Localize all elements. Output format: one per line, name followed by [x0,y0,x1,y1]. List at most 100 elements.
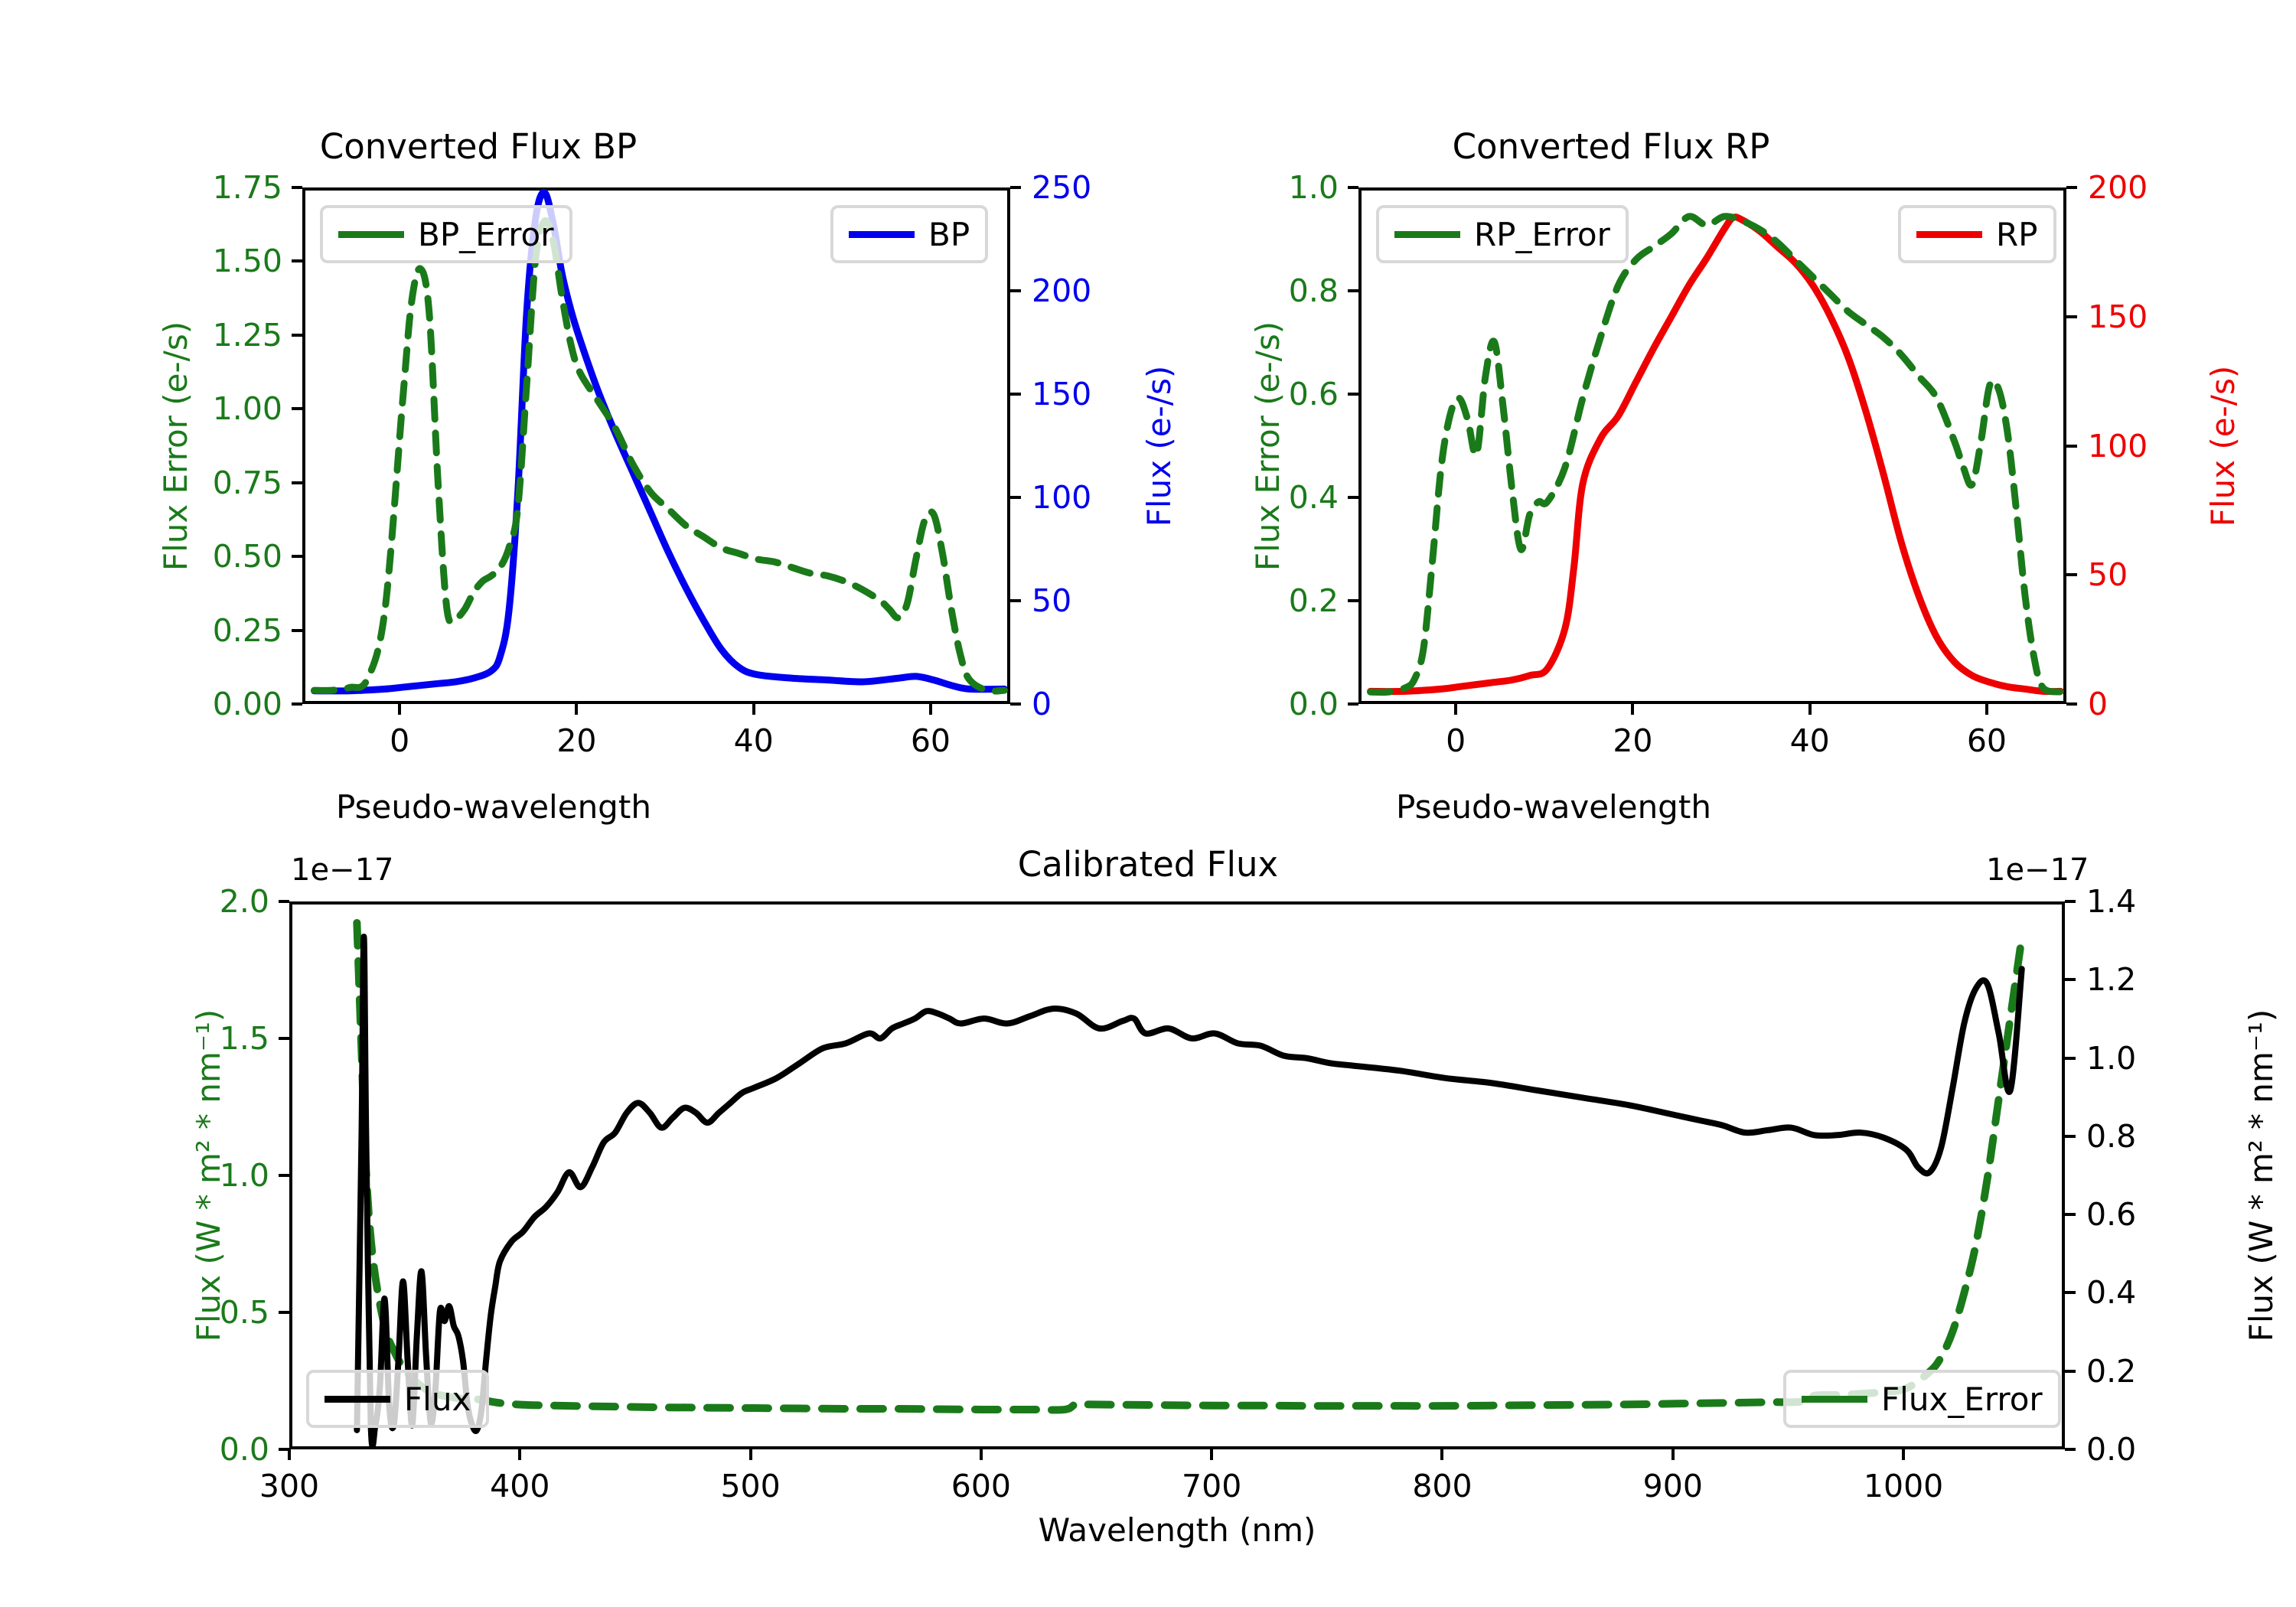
rp-plot-area [1358,187,2066,704]
bp-legend-label: BP [928,215,970,253]
calibrated-error-legend-label: Flux_Error [1881,1380,2043,1418]
cal-xtick-mark-4 [1210,1449,1214,1460]
cal-ytick-right-6: 1.2 [2086,961,2137,999]
rp-ytick-left-mark-5 [1348,186,1358,189]
rp-panel-title: Converted Flux RP [1452,126,1770,167]
bp-ytick-right-mark-2 [1010,496,1021,499]
rp-ytick-left-4: 0.8 [1288,272,1339,309]
rp-ytick-left-mark-4 [1348,289,1358,292]
rp-ytick-right-mark-3 [2066,315,2077,318]
bp-xtick-mark-0 [398,704,402,715]
cal-ytick-right-mark-2 [2065,1291,2076,1295]
rp-ytick-left-3: 0.6 [1288,376,1339,412]
cal-xtick-mark-7 [1902,1449,1906,1460]
cal-xtick-2: 500 [720,1468,781,1504]
rp-ytick-right-mark-1 [2066,573,2077,577]
bp-xtick-2: 40 [733,722,774,759]
rp-left-axis-label: Flux Error (e-/s) [1249,321,1287,572]
bp-error-legend[interactable]: BP_Error [320,205,572,263]
cal-ytick-left-mark-3 [279,1037,289,1040]
bp-ytick-left-4: 1.00 [212,390,282,428]
rp-flux-line [1367,214,2064,696]
bp-xtick-mark-3 [928,704,932,715]
rp-ytick-left-mark-0 [1348,702,1358,706]
calibrated-plot-area [289,901,2065,1449]
calibrated-flux-line [354,934,2025,1449]
cal-ytick-right-7: 1.4 [2086,883,2137,920]
rp-curves [1367,213,2064,696]
bp-xtick-mark-1 [575,704,579,715]
calibrated-error-line [353,918,2026,1414]
cal-ytick-right-3: 0.6 [2086,1196,2137,1234]
calibrated-error-legend-swatch [1802,1395,1867,1403]
rp-ytick-right-1: 50 [2088,556,2128,594]
rp-legend[interactable]: RP [1898,205,2056,263]
rp-ytick-right-3: 150 [2088,298,2148,335]
bp-x-axis-label: Pseudo-wavelength [336,788,651,826]
cal-ytick-left-3: 1.5 [219,1020,269,1057]
rp-ytick-left-mark-2 [1348,496,1358,499]
cal-ytick-right-mark-6 [2065,978,2076,982]
rp-xtick-mark-1 [1631,704,1635,715]
cal-xtick-mark-6 [1671,1449,1675,1460]
bp-xtick-0: 0 [390,722,410,759]
cal-ytick-right-mark-0 [2065,1448,2076,1451]
bp-ytick-left-mark-0 [292,702,302,706]
rp-error-legend[interactable]: RP_Error [1376,205,1629,263]
bp-xtick-1: 20 [556,722,597,759]
bp-ytick-left-2: 0.50 [212,538,282,575]
rp-xtick-mark-0 [1454,704,1458,715]
cal-ytick-right-4: 0.8 [2086,1117,2137,1155]
calibrated-left-axis-label: Flux (W * m² * nm⁻¹) [190,1009,227,1342]
bp-ytick-left-0: 0.00 [212,686,282,722]
bp-legend[interactable]: BP [830,205,989,263]
bp-ytick-left-5: 1.25 [212,316,282,354]
bp-plot-area [302,187,1010,704]
bp-ytick-left-mark-6 [292,259,302,263]
calibrated-right-offset-text: 1e−17 [1986,852,2089,888]
calibrated-panel-title: Calibrated Flux [1017,844,1279,885]
bp-ytick-right-2: 100 [1032,479,1092,516]
bp-ytick-right-1: 50 [1032,582,1072,619]
cal-xtick-6: 900 [1642,1468,1703,1504]
bp-xtick-mark-2 [752,704,755,715]
rp-ytick-right-mark-2 [2066,444,2077,448]
rp-ytick-right-2: 100 [2088,427,2148,464]
cal-ytick-left-4: 2.0 [219,883,269,920]
bp-ytick-left-mark-5 [292,333,302,337]
cal-xtick-mark-3 [979,1449,983,1460]
bp-xtick-3: 60 [910,722,951,759]
rp-ytick-right-mark-4 [2066,186,2077,189]
bp-flux-line [311,188,1008,695]
bp-ytick-right-mark-3 [1010,393,1021,396]
rp-xtick-2: 40 [1789,722,1830,759]
bp-panel-title: Converted Flux BP [319,126,638,167]
rp-xtick-3: 60 [1966,722,2007,759]
bp-curves [311,188,1008,695]
rp-error-line [1367,213,2064,696]
cal-xtick-4: 700 [1182,1468,1242,1504]
bp-error-legend-swatch [338,230,404,238]
calibrated-error-legend[interactable]: Flux_Error [1783,1370,2061,1428]
rp-legend-label: RP [1996,215,2038,253]
rp-right-axis-label: Flux (e-/s) [2204,365,2242,527]
bp-error-legend-label: BP_Error [418,215,554,253]
cal-xtick-mark-1 [518,1449,522,1460]
calibrated-left-offset-text: 1e−17 [291,852,394,888]
bp-ytick-right-mark-5 [1010,186,1021,189]
calibrated-flux-legend[interactable]: Flux [306,1370,490,1428]
rp-error-legend-swatch [1394,230,1460,238]
rp-ytick-left-1: 0.2 [1288,582,1339,619]
cal-ytick-left-0: 0.0 [219,1431,269,1468]
cal-ytick-right-1: 0.2 [2086,1352,2137,1390]
rp-error-legend-label: RP_Error [1474,215,1610,253]
cal-ytick-left-mark-4 [279,900,289,903]
cal-xtick-7: 1000 [1863,1468,1944,1504]
cal-ytick-right-mark-7 [2065,900,2076,903]
bp-ytick-left-mark-3 [292,481,302,484]
cal-ytick-left-mark-2 [279,1174,289,1177]
bp-legend-swatch [849,230,915,238]
bp-ytick-left-mark-2 [292,555,302,559]
bp-ytick-right-5: 250 [1032,169,1092,206]
